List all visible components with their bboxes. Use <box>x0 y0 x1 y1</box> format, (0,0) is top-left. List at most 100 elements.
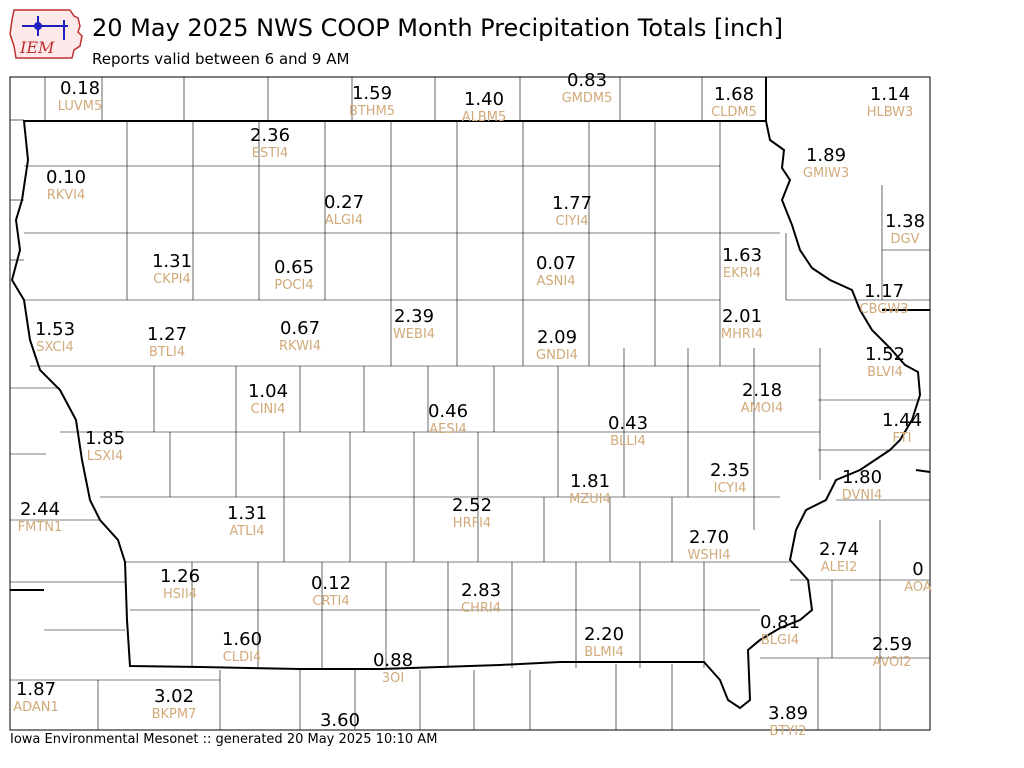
station-value: 1.27 <box>147 324 187 345</box>
station-value: 2.44 <box>20 499 60 520</box>
station-value: 1.68 <box>714 84 754 105</box>
station-id: BLGI4 <box>761 633 799 648</box>
station-id: CIYI4 <box>556 214 589 229</box>
station-id: AESI4 <box>429 422 466 437</box>
station-id: BLVI4 <box>867 365 903 380</box>
station-id: CHRI4 <box>461 601 501 616</box>
station-id: DGV <box>891 232 920 247</box>
station-id: CLDM5 <box>711 105 757 120</box>
station-value: 1.89 <box>806 145 846 166</box>
station-value: 1.63 <box>722 245 762 266</box>
station-id: ALBM5 <box>462 110 507 125</box>
station-id: BTLI4 <box>149 345 185 360</box>
station-value: 0.81 <box>760 612 800 633</box>
iem-logo: IEM <box>9 9 83 59</box>
map-title: 20 May 2025 NWS COOP Month Precipitation… <box>92 14 783 42</box>
station-value: 1.31 <box>152 251 192 272</box>
station-id: CBGW3 <box>860 302 909 317</box>
station-id: EKRI4 <box>723 266 761 281</box>
station-id: LSXI4 <box>87 449 124 464</box>
map-subtitle: Reports valid between 6 and 9 AM <box>92 50 350 68</box>
station-id: WEBI4 <box>393 327 435 342</box>
iowa-state-boundary <box>10 120 922 710</box>
station-id: AVOI2 <box>872 655 911 670</box>
station-id: HRFI4 <box>453 516 491 531</box>
station-id: HLBW3 <box>867 105 914 120</box>
station-id: CINI4 <box>251 402 286 417</box>
station-value: 2.74 <box>819 539 859 560</box>
station-value: 1.17 <box>864 281 904 302</box>
station-value: 1.59 <box>352 83 392 104</box>
station-value: 1.52 <box>865 344 905 365</box>
station-id: BKPM7 <box>152 707 197 722</box>
station-id: DVNI4 <box>842 488 883 503</box>
county-boundaries <box>10 77 930 730</box>
station-value: 1.53 <box>35 319 75 340</box>
station-value: 1.81 <box>570 471 610 492</box>
station-id: BTHM5 <box>349 104 395 119</box>
station-value: 1.85 <box>85 428 125 449</box>
station-id: MZUI4 <box>569 492 611 507</box>
station-id: MHRI4 <box>721 327 763 342</box>
station-id: ALEI2 <box>821 560 857 575</box>
svg-text:IEM: IEM <box>19 38 55 57</box>
station-id: GMDM5 <box>562 91 613 106</box>
station-id: CRTI4 <box>312 594 349 609</box>
station-id: RKVI4 <box>47 188 86 203</box>
station-id: GMIW3 <box>803 166 849 181</box>
station-id: WSHI4 <box>688 548 731 563</box>
station-id: CLDI4 <box>223 650 261 665</box>
station-value: 3.89 <box>768 703 808 724</box>
station-value: 2.36 <box>250 125 290 146</box>
station-value: 2.20 <box>584 624 624 645</box>
station-value: 2.18 <box>742 380 782 401</box>
station-value: 2.09 <box>537 327 577 348</box>
station-id: AMOI4 <box>741 401 783 416</box>
station-id: ESTI4 <box>252 146 289 161</box>
station-id: FMTN1 <box>18 520 63 535</box>
station-value: 0.07 <box>536 253 576 274</box>
station-value: 2.70 <box>689 527 729 548</box>
station-id: ALGI4 <box>325 213 363 228</box>
station-value: 2.01 <box>722 306 762 327</box>
station-value: 0.27 <box>324 192 364 213</box>
station-value: 2.39 <box>394 306 434 327</box>
station-value: 1.77 <box>552 193 592 214</box>
station-value: 1.26 <box>160 566 200 587</box>
